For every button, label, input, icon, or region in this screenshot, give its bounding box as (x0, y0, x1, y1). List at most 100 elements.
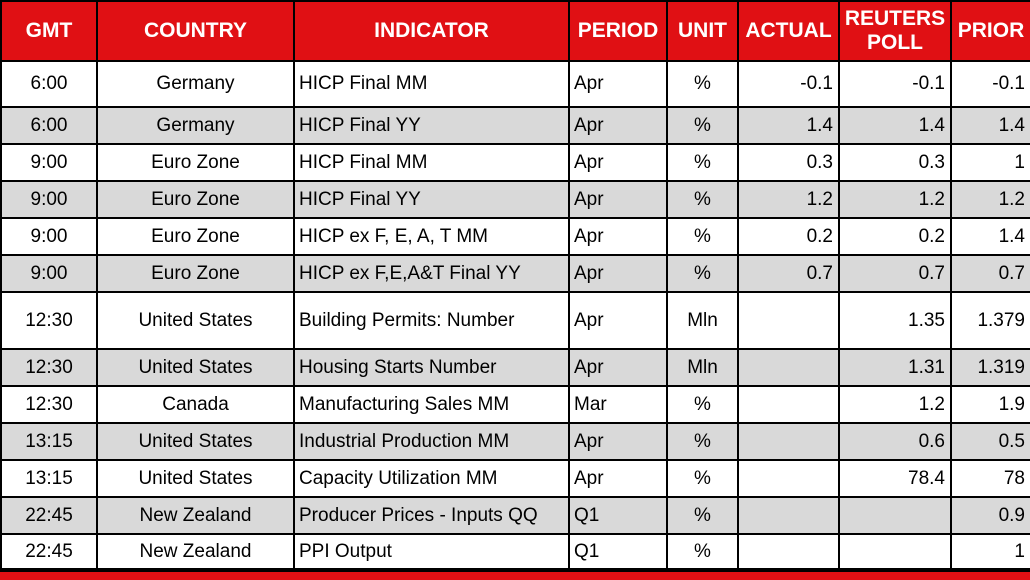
cell-indicator: HICP Final MM (293, 143, 570, 182)
column-header-reuters-poll: REUTERS POLL (838, 0, 952, 62)
cell-indicator: HICP Final YY (293, 180, 570, 219)
cell-actual: 1.4 (737, 106, 840, 145)
cell-gmt: 12:30 (0, 348, 98, 387)
cell-gmt: 22:45 (0, 533, 98, 570)
cell-reuters-poll: 1.31 (838, 348, 952, 387)
cell-gmt: 9:00 (0, 217, 98, 256)
cell-reuters-poll: 1.2 (838, 180, 952, 219)
cell-unit: % (666, 422, 739, 461)
cell-gmt: 13:15 (0, 459, 98, 498)
table-row: 9:00 Euro Zone HICP ex F, E, A, T MM Apr% 0.… (0, 217, 1030, 256)
table-row: 12:30 United States Building Permits: Numb… (0, 291, 1030, 350)
cell-prior: 1.4 (950, 106, 1030, 145)
cell-reuters-poll: 0.6 (838, 422, 952, 461)
cell-indicator: Building Permits: Number (293, 291, 570, 350)
cell-unit: % (666, 459, 739, 498)
cell-country: Euro Zone (96, 254, 295, 293)
cell-prior: 1.2 (950, 180, 1030, 219)
cell-actual: -0.1 (737, 60, 840, 108)
cell-indicator: HICP Final MM (293, 60, 570, 108)
cell-gmt: 12:30 (0, 385, 98, 424)
cell-reuters-poll: 1.35 (838, 291, 952, 350)
cell-gmt: 6:00 (0, 60, 98, 108)
cell-country: United States (96, 348, 295, 387)
cell-country: United States (96, 459, 295, 498)
table-row: 13:15 United States Capacity Utilization M… (0, 459, 1030, 498)
cell-actual: 0.7 (737, 254, 840, 293)
cell-indicator: Capacity Utilization MM (293, 459, 570, 498)
cell-period: Apr (568, 106, 668, 145)
cell-reuters-poll: 0.2 (838, 217, 952, 256)
cell-country: Euro Zone (96, 143, 295, 182)
cell-period: Apr (568, 459, 668, 498)
table-header: GMT COUNTRY INDICATOR PERIOD UNIT ACTUAL… (0, 0, 1030, 62)
cell-prior: 1.9 (950, 385, 1030, 424)
table-row: 13:15 United States Industrial Production … (0, 422, 1030, 461)
cell-prior: 78 (950, 459, 1030, 498)
cell-country: New Zealand (96, 496, 295, 535)
cell-period: Apr (568, 422, 668, 461)
cell-actual (737, 496, 840, 535)
cell-prior: 1 (950, 533, 1030, 570)
cell-actual (737, 348, 840, 387)
cell-unit: % (666, 143, 739, 182)
cell-period: Q1 (568, 496, 668, 535)
cell-actual (737, 533, 840, 570)
cell-reuters-poll: 78.4 (838, 459, 952, 498)
cell-prior: 1 (950, 143, 1030, 182)
column-header-gmt: GMT (0, 0, 98, 62)
column-header-country: COUNTRY (96, 0, 295, 62)
cell-unit: % (666, 496, 739, 535)
cell-actual (737, 459, 840, 498)
cell-indicator: HICP ex F, E, A, T MM (293, 217, 570, 256)
cell-unit: Mln (666, 291, 739, 350)
table-row: 6:00 Germany HICP Final YY Apr% 1.4 1.4 1.4 (0, 106, 1030, 145)
bottom-red-bar (0, 570, 1030, 580)
cell-actual (737, 385, 840, 424)
column-header-indicator: INDICATOR (293, 0, 570, 62)
cell-period: Q1 (568, 533, 668, 570)
cell-prior: 1.379 (950, 291, 1030, 350)
table-row: 6:00 Germany HICP Final MM Apr% -0.1 -0.1 -0.1 (0, 60, 1030, 108)
cell-gmt: 12:30 (0, 291, 98, 350)
cell-unit: % (666, 60, 739, 108)
cell-prior: -0.1 (950, 60, 1030, 108)
column-header-unit: UNIT (666, 0, 739, 62)
cell-period: Apr (568, 217, 668, 256)
cell-country: United States (96, 422, 295, 461)
table-row: 12:30 United States Housing Starts Number A… (0, 348, 1030, 387)
cell-country: United States (96, 291, 295, 350)
cell-country: Euro Zone (96, 180, 295, 219)
cell-unit: % (666, 254, 739, 293)
table-row: 22:45 New Zealand Producer Prices - Inputs… (0, 496, 1030, 535)
cell-unit: % (666, 217, 739, 256)
cell-indicator: HICP Final YY (293, 106, 570, 145)
cell-gmt: 6:00 (0, 106, 98, 145)
cell-prior: 0.7 (950, 254, 1030, 293)
column-header-prior: PRIOR (950, 0, 1030, 62)
cell-reuters-poll: -0.1 (838, 60, 952, 108)
cell-unit: % (666, 180, 739, 219)
cell-period: Mar (568, 385, 668, 424)
table-row: 9:00 Euro Zone HICP Final YY Apr% 1.2 1.2 1.2 (0, 180, 1030, 219)
cell-period: Apr (568, 254, 668, 293)
cell-actual: 0.3 (737, 143, 840, 182)
cell-period: Apr (568, 348, 668, 387)
cell-indicator: Producer Prices - Inputs QQ (293, 496, 570, 535)
cell-period: Apr (568, 180, 668, 219)
cell-indicator: HICP ex F,E,A&T Final YY (293, 254, 570, 293)
cell-unit: % (666, 533, 739, 570)
cell-country: Germany (96, 106, 295, 145)
cell-prior: 1.319 (950, 348, 1030, 387)
cell-reuters-poll: 1.2 (838, 385, 952, 424)
cell-gmt: 9:00 (0, 254, 98, 293)
cell-reuters-poll (838, 496, 952, 535)
header-row: GMT COUNTRY INDICATOR PERIOD UNIT ACTUAL… (0, 0, 1030, 62)
cell-unit: Mln (666, 348, 739, 387)
cell-prior: 0.9 (950, 496, 1030, 535)
cell-indicator: Housing Starts Number (293, 348, 570, 387)
table-row: 22:45 New Zealand PPI Output Q1% 1 (0, 533, 1030, 570)
cell-unit: % (666, 385, 739, 424)
